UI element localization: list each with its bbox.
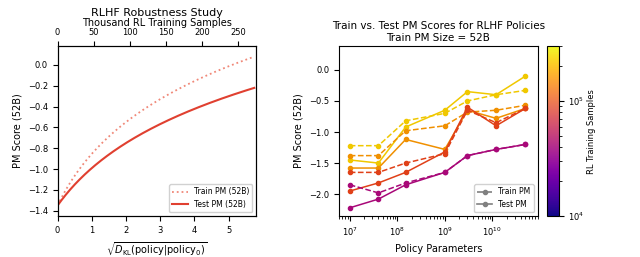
Title: RLHF Robustness Study: RLHF Robustness Study bbox=[91, 8, 223, 18]
Y-axis label: PM Score (52B): PM Score (52B) bbox=[294, 94, 304, 168]
Train PM (52B) bbox=[250, 55, 258, 58]
Test PM (52B) bbox=[215, 98, 223, 101]
Train PM (52B) bbox=[171, 89, 179, 93]
X-axis label: Thousand RL Training Samples: Thousand RL Training Samples bbox=[82, 18, 232, 28]
Test PM (52B) bbox=[246, 88, 253, 91]
Legend: Train PM (52B), Test PM (52B): Train PM (52B), Test PM (52B) bbox=[169, 184, 252, 212]
Test PM (52B) bbox=[54, 204, 61, 207]
Train PM (52B) bbox=[215, 69, 223, 72]
X-axis label: Policy Parameters: Policy Parameters bbox=[395, 244, 482, 254]
Test PM (52B) bbox=[160, 121, 168, 124]
Test PM (52B) bbox=[171, 116, 179, 119]
Test PM (52B) bbox=[250, 86, 258, 89]
Legend: Train PM, Test PM: Train PM, Test PM bbox=[474, 184, 534, 212]
Train PM (52B) bbox=[147, 103, 155, 106]
Train PM (52B) bbox=[246, 57, 253, 60]
Title: Train vs. Test PM Scores for RLHF Policies
Train PM Size = 52B: Train vs. Test PM Scores for RLHF Polici… bbox=[332, 21, 545, 43]
Train PM (52B) bbox=[54, 204, 61, 207]
Test PM (52B) bbox=[148, 127, 156, 130]
X-axis label: $\sqrt{D_{\mathrm{KL}}(\mathrm{policy}|\mathrm{policy}_0)}$: $\sqrt{D_{\mathrm{KL}}(\mathrm{policy}|\… bbox=[106, 240, 207, 257]
Train PM (52B) bbox=[148, 103, 156, 106]
Line: Train PM (52B): Train PM (52B) bbox=[58, 57, 254, 206]
Test PM (52B) bbox=[147, 127, 155, 130]
Y-axis label: PM Score (52B): PM Score (52B) bbox=[12, 94, 22, 168]
Train PM (52B) bbox=[160, 95, 168, 98]
Line: Test PM (52B): Test PM (52B) bbox=[58, 88, 254, 206]
Y-axis label: RL Training Samples: RL Training Samples bbox=[588, 89, 596, 173]
